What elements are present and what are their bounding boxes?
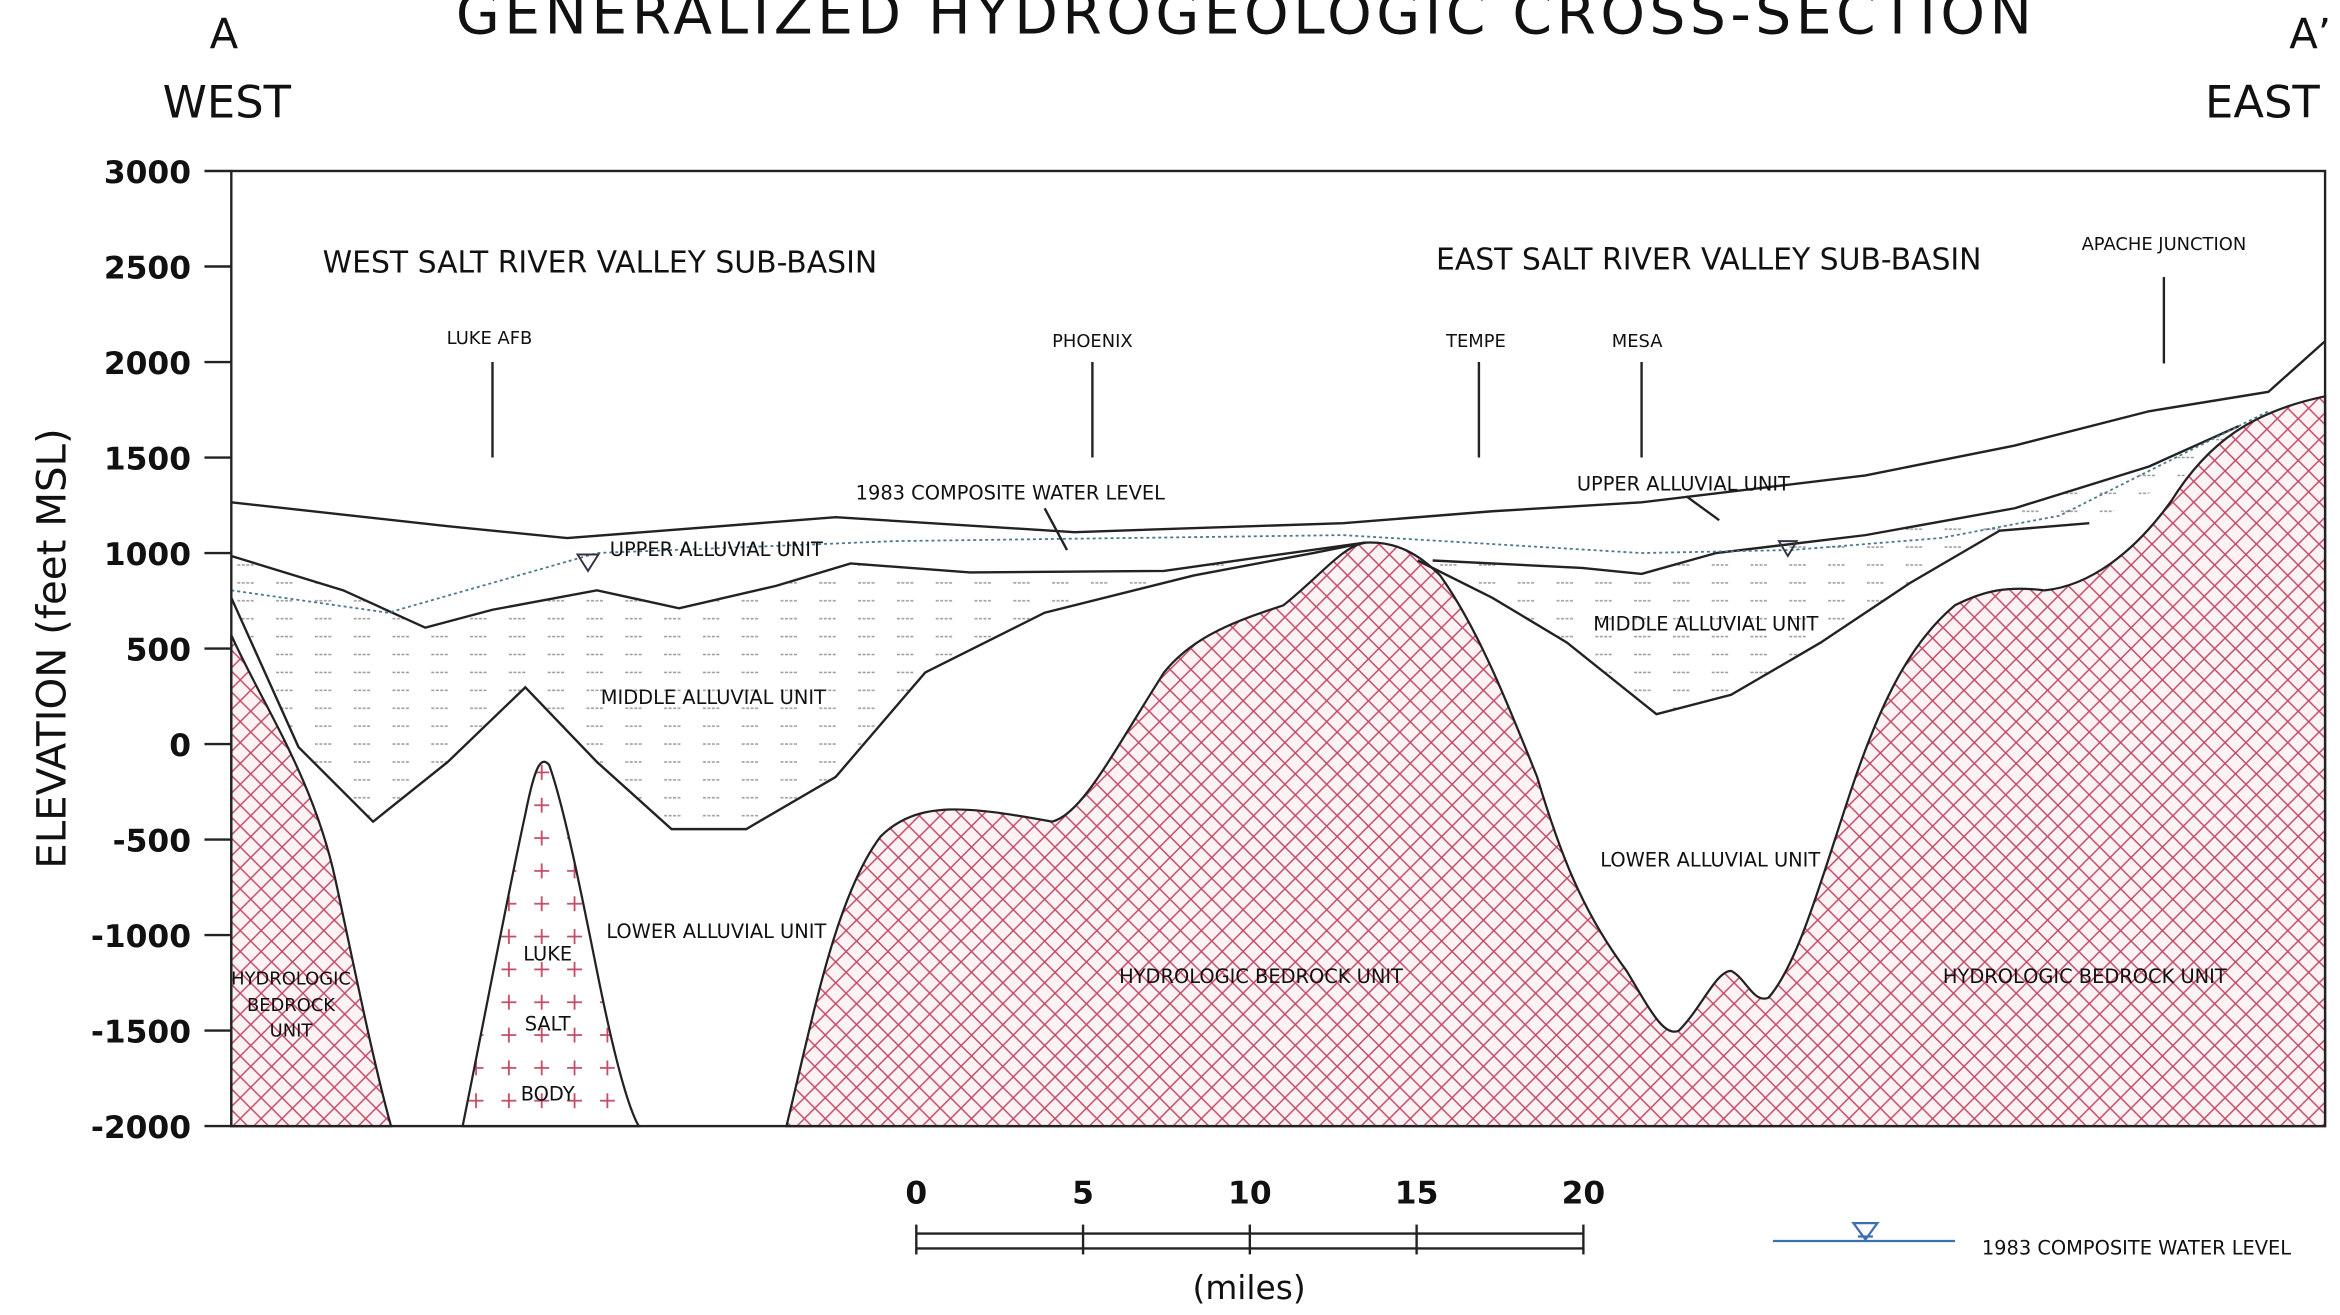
place-label: TEMPE xyxy=(1445,331,1506,352)
scale-tick-label: 10 xyxy=(1228,1176,1272,1212)
unit-label: SALT xyxy=(525,1013,571,1036)
water-level-label: 1983 COMPOSITE WATER LEVEL xyxy=(856,481,1165,504)
unit-label: UPPER ALLUVIAL UNIT xyxy=(610,538,823,561)
unit-label: BODY xyxy=(521,1083,575,1106)
y-tick-label: 0 xyxy=(169,728,191,764)
y-tick-label: 2500 xyxy=(104,250,191,286)
east-label: EAST xyxy=(2205,75,2320,128)
west-label: WEST xyxy=(163,75,292,128)
scale-bar: 0 5 10 15 20 xyxy=(905,1176,1605,1255)
unit-label: LOWER ALLUVIAL UNIT xyxy=(1600,848,1820,871)
y-axis-label: ELEVATION (feet MSL) xyxy=(29,428,76,868)
y-tick-label: -2000 xyxy=(91,1110,191,1146)
scale-unit: (miles) xyxy=(1193,1269,1306,1307)
y-tick-label: 1500 xyxy=(104,441,191,477)
place-label: APACHE JUNCTION xyxy=(2082,234,2247,255)
place-label: PHOENIX xyxy=(1052,331,1133,352)
scale-tick-label: 0 xyxy=(905,1176,927,1212)
unit-label: UPPER ALLUVIAL UNIT xyxy=(1577,472,1790,495)
west-letter: A xyxy=(210,10,239,59)
unit-label: UNIT xyxy=(270,1021,313,1042)
y-tick-label: -1000 xyxy=(91,919,191,955)
legend: 1983 COMPOSITE WATER LEVEL xyxy=(1773,1223,2291,1259)
scale-tick-label: 5 xyxy=(1072,1176,1094,1212)
place-label: MESA xyxy=(1612,331,1663,352)
y-axis: 3000 2500 2000 1500 1000 500 0 -500 -1000 -1500 -2… xyxy=(91,155,231,1146)
cross-section: GENERALIZED HYDROGEOLOGIC CROSS-SECTION … xyxy=(0,0,2340,1315)
east-letter: A’ xyxy=(2289,10,2331,59)
y-tick-label: -500 xyxy=(113,824,191,860)
title: GENERALIZED HYDROGEOLOGIC CROSS-SECTION xyxy=(456,0,2037,48)
y-tick-label: 3000 xyxy=(104,155,191,191)
scale-tick-label: 15 xyxy=(1395,1176,1439,1212)
y-tick-label: -1500 xyxy=(91,1015,191,1051)
unit-label: MIDDLE ALLUVIAL UNIT xyxy=(1593,613,1818,636)
water-level-line xyxy=(231,411,2268,612)
place-label: LUKE AFB xyxy=(447,328,533,349)
y-tick-label: 1000 xyxy=(104,537,191,573)
sub-basin-label: EAST SALT RIVER VALLEY SUB-BASIN xyxy=(1436,242,1982,277)
legend-marker xyxy=(1853,1223,1877,1239)
unit-label: HYDROLOGIC BEDROCK UNIT xyxy=(1943,965,2227,988)
unit-label: BEDROCK xyxy=(247,995,336,1016)
unit-label: HYDROLOGIC xyxy=(231,968,351,989)
scale-tick-label: 20 xyxy=(1562,1176,1606,1212)
unit-label: HYDROLOGIC BEDROCK UNIT xyxy=(1119,965,1403,988)
unit-label: MIDDLE ALLUVIAL UNIT xyxy=(601,686,826,709)
sub-basin-label: WEST SALT RIVER VALLEY SUB-BASIN xyxy=(323,245,878,280)
legend-label: 1983 COMPOSITE WATER LEVEL xyxy=(1982,1236,2291,1259)
unit-label: LOWER ALLUVIAL UNIT xyxy=(606,920,826,943)
y-tick-label: 500 xyxy=(126,632,191,668)
place-leader xyxy=(492,277,2163,458)
unit-label: LUKE xyxy=(523,942,572,965)
y-tick-label: 2000 xyxy=(104,346,191,382)
